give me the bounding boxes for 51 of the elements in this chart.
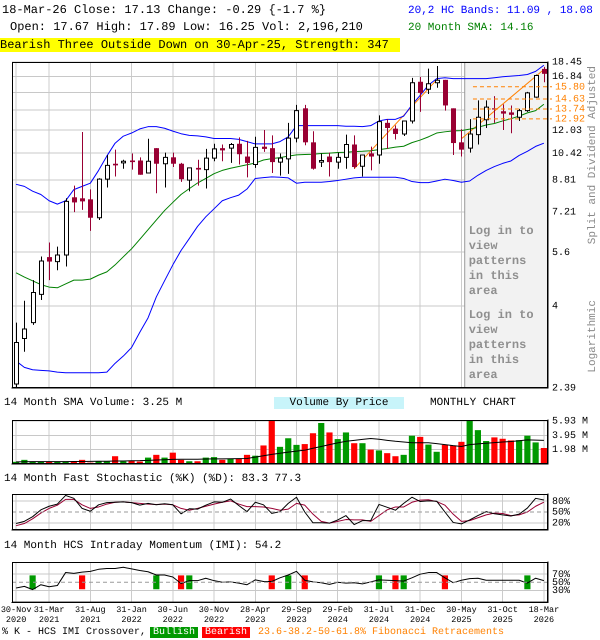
- x-tick-label: 30-Jun 2022: [157, 604, 188, 626]
- chart-subtitle: Open: 17.67 High: 17.89 Low: 16.25 Vol: 2,196,210: [10, 20, 363, 34]
- text: Volume By Price: [274, 397, 404, 409]
- text: Logarithmic: [587, 300, 599, 373]
- y-tick-label: 12.03: [552, 126, 582, 137]
- annotation: Log in to view patterns in this area: [468, 308, 534, 382]
- text: 20 Month SMA: 14.16: [408, 21, 534, 36]
- x-tick-label: 31-Mar 2021: [34, 604, 64, 626]
- text: 23.6-38.2-50-61.8% Fibonacci Retracements: [258, 627, 504, 638]
- chart-title: 14 Month SMA Volume: 3.25 M: [4, 397, 182, 409]
- text: Bearish Three Outside Down on 30-Apr-25, Strength: 347: [0, 38, 400, 52]
- y-tick-label: 2.39: [552, 384, 576, 395]
- y-axis-title: Split and Dividend Adjusted: [587, 66, 599, 244]
- x-tick-label: 31-Jul 2024: [364, 604, 394, 626]
- y-tick-label: 5.93 M: [552, 416, 588, 428]
- x-tick-label: 31-Dec 2024: [404, 604, 436, 626]
- x-tick-label: 28-Apr 2023: [240, 604, 271, 626]
- y-tick-label: 3.95 M: [552, 430, 588, 442]
- y-tick-label: 18.45: [552, 58, 582, 69]
- y-tick-label: 80%: [552, 496, 570, 508]
- ref-line-label: 15.80: [555, 82, 586, 94]
- y-tick-label: 1.98 M: [552, 445, 588, 456]
- y-tick-label: 8.81: [552, 176, 576, 187]
- legend-title: % K - HCS IMI Crossover,: [2, 627, 146, 638]
- y-tick-label: 5.6: [552, 248, 570, 259]
- x-tick-label: 30-May 2025: [446, 604, 477, 626]
- x-tick-label: 29-Sep 2023: [281, 604, 312, 626]
- ref-line-label: 14.63: [555, 94, 586, 106]
- x-tick-label: 30-Nov 2020: [0, 604, 32, 626]
- text: Bullish: [150, 627, 198, 638]
- chart-title: 18-Mar-26 Close: 17.13 Change: -0.29 {-1.7 %}: [2, 3, 326, 17]
- y-tick-label: 7.21: [552, 208, 576, 219]
- y-tick-label: 20%: [552, 518, 570, 530]
- x-tick-label: 18-Mar 2026: [528, 604, 560, 626]
- chart-title: 14 Month Fast Stochastic (%K) (%D): 83.3 77.3: [4, 473, 302, 485]
- y-tick-label: 4: [552, 301, 558, 312]
- y-tick-label: 10.42: [552, 148, 582, 160]
- x-tick-label: 31-Aug 2021: [75, 604, 106, 626]
- ref-line-label: 12.92: [555, 114, 586, 126]
- y-tick-label: 16.84: [552, 72, 582, 84]
- x-tick-label: 30-Nov 2022: [198, 604, 230, 626]
- chart-title: 14 Month HCS Intraday Momentum (IMI): 54.2: [4, 540, 282, 552]
- x-tick-label: 31-Oct 2025: [487, 604, 518, 626]
- text: Bearish: [202, 627, 250, 638]
- ref-line-label: 13.74: [555, 104, 586, 116]
- text: MONTHLY CHART: [430, 397, 516, 409]
- band-label: Log in to view patterns in this area: [468, 224, 534, 298]
- x-tick-label: 31-Jan 2022: [116, 604, 147, 626]
- y-tick-label: 50%: [552, 508, 570, 519]
- x-tick-label: 29-Feb 2024: [322, 604, 354, 626]
- text: 20,2 HC Bands: 11.09 , 18.08: [408, 4, 593, 19]
